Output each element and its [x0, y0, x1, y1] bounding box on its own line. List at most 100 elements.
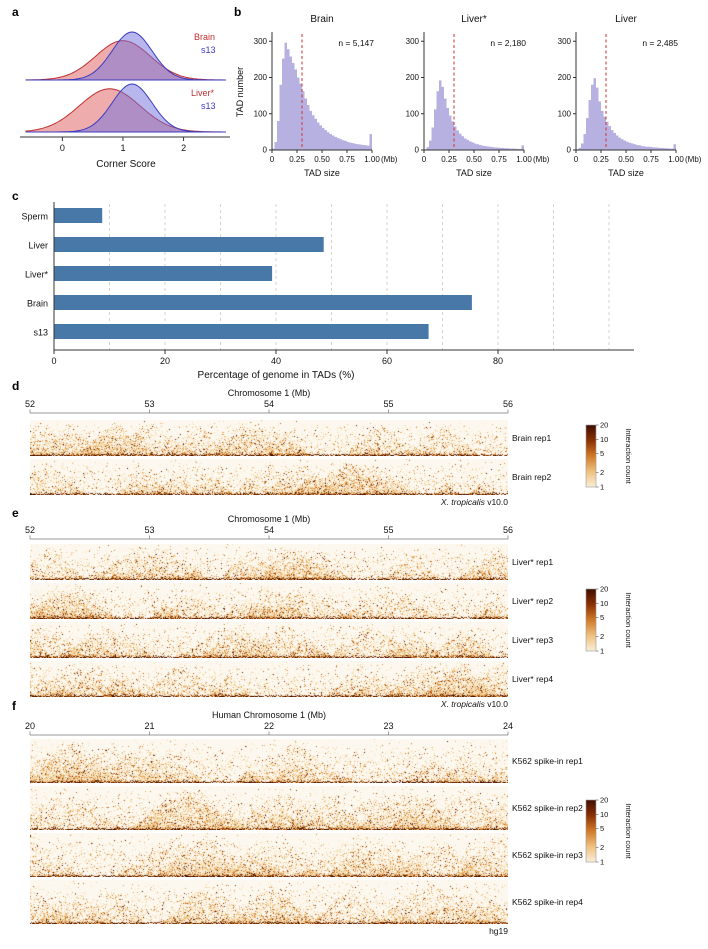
- hic-contact-map: [30, 661, 508, 697]
- histogram-bar: [586, 118, 589, 150]
- histogram-bar: [491, 147, 494, 150]
- bar: [54, 324, 429, 339]
- hic-coordinate-ruler: Chromosome 1 (Mb) 52 53 54 55 56: [25, 514, 513, 540]
- interaction-colorbar: 20 10 5 2 1 Interaction count: [585, 796, 633, 867]
- x-tick-label: 0.75: [491, 155, 507, 164]
- category-label: s13: [33, 328, 48, 338]
- genome-assembly-note: X. tropicalis v10.0: [440, 497, 508, 507]
- x-tick-label: 1.00: [364, 155, 380, 164]
- coordinate-tick-label: 54: [264, 399, 274, 409]
- coordinate-tick-label: 56: [503, 525, 513, 535]
- histogram-bar: [434, 109, 437, 150]
- y-tick-label: 200: [558, 73, 572, 82]
- histogram-bar: [484, 146, 487, 150]
- hic-contact-map: [30, 622, 508, 658]
- tad-number-axis-label: TAD number: [235, 66, 245, 118]
- track-label: K562 spike-in rep4: [512, 897, 583, 907]
- histogram-bar: [307, 105, 310, 150]
- histogram-bar: [514, 148, 517, 150]
- x-tick-label: 0.25: [289, 155, 305, 164]
- y-tick-label: 300: [558, 37, 572, 46]
- track-label: Liver* rep4: [512, 674, 554, 684]
- histogram-bar: [636, 144, 639, 150]
- track-label: Brain rep2: [512, 472, 552, 482]
- n-count-label: n = 5,147: [338, 38, 374, 48]
- panel-e-label: e: [12, 506, 19, 520]
- histogram-bar: [668, 148, 671, 150]
- colorbar-tick-label: 10: [600, 435, 608, 444]
- histogram-bar: [426, 147, 429, 150]
- x-tick-label: 0: [270, 155, 275, 164]
- coordinate-tick-label: 54: [264, 525, 274, 535]
- coordinate-tick-label: 55: [383, 399, 393, 409]
- legend-label: Liver*: [191, 88, 215, 98]
- hic-contact-map: [30, 544, 508, 580]
- colorbar-tick-label: 2: [600, 843, 604, 852]
- hic-contact-map: [30, 583, 508, 619]
- histogram-bar: [364, 145, 367, 150]
- colorbar-tick-label: 10: [600, 599, 608, 608]
- histogram-bar: [474, 143, 477, 150]
- histogram-bar: [329, 134, 332, 150]
- panel-d-label: d: [12, 379, 20, 393]
- histogram-bar: [496, 147, 499, 150]
- x-axis-label: TAD size: [304, 168, 340, 178]
- colorbar-gradient: [585, 424, 597, 488]
- coordinate-tick-label: 52: [25, 399, 35, 409]
- track-label: Liver* rep1: [512, 557, 554, 567]
- colorbar-tick-label: 1: [600, 483, 604, 492]
- y-tick-label: 0: [415, 146, 420, 155]
- chromosome-axis-title: Human Chromosome 1 (Mb): [212, 710, 326, 720]
- coordinate-tick-label: 52: [25, 525, 35, 535]
- panel-f-label: f: [12, 699, 16, 713]
- histogram-bar: [337, 138, 340, 150]
- genome-assembly-note: hg19: [489, 926, 508, 936]
- x-tick-label: 60: [382, 356, 392, 366]
- track-label: Brain rep1: [512, 433, 552, 443]
- histogram-bar: [616, 135, 619, 150]
- histogram-bar: [459, 133, 462, 150]
- x-tick-label: 80: [493, 356, 503, 366]
- x-tick-label: 2: [181, 143, 186, 153]
- category-label: Sperm: [21, 212, 48, 222]
- histogram-bar: [626, 141, 629, 150]
- histogram-bar: [658, 147, 661, 150]
- x-tick-label: 20: [160, 356, 170, 366]
- y-tick-label: 100: [406, 109, 420, 118]
- histogram-bar: [292, 63, 295, 150]
- colorbar-tick-label: 10: [600, 810, 608, 819]
- histogram-bar: [449, 115, 452, 150]
- histogram-bar: [578, 147, 581, 150]
- histogram-bar: [593, 78, 596, 150]
- colorbar-tick-label: 2: [600, 632, 604, 641]
- histogram-bar: [357, 144, 360, 150]
- track-label: K562 spike-in rep3: [512, 850, 583, 860]
- hic-contact-map: [30, 880, 508, 924]
- histogram-bar: [322, 127, 325, 150]
- histogram-bar: [312, 115, 315, 150]
- bar: [54, 208, 103, 223]
- coordinate-tick-label: 21: [144, 721, 154, 731]
- histogram-bar: [314, 118, 317, 150]
- y-tick-label: 300: [254, 37, 268, 46]
- histogram-bar: [441, 86, 444, 150]
- bar: [54, 295, 472, 310]
- histogram-bar: [464, 138, 467, 150]
- histogram-bar: [279, 84, 282, 150]
- bar: [54, 266, 273, 281]
- coordinate-tick-label: 23: [383, 721, 393, 731]
- coordinate-tick-label: 24: [503, 721, 513, 731]
- x-tick-label: 0: [422, 155, 427, 164]
- y-tick-label: 100: [558, 109, 572, 118]
- coordinate-tick-label: 56: [503, 399, 513, 409]
- colorbar-tick-label: 1: [600, 858, 604, 867]
- colorbar-tick-label: 1: [600, 647, 604, 656]
- histogram-bar: [504, 148, 507, 150]
- histogram-bar: [317, 122, 320, 150]
- density-curve: [26, 83, 226, 133]
- colorbar-tick-label: 2: [600, 468, 604, 477]
- track-label: Liver* rep3: [512, 635, 554, 645]
- histogram-bar: [519, 148, 522, 150]
- histogram-bar: [661, 147, 664, 150]
